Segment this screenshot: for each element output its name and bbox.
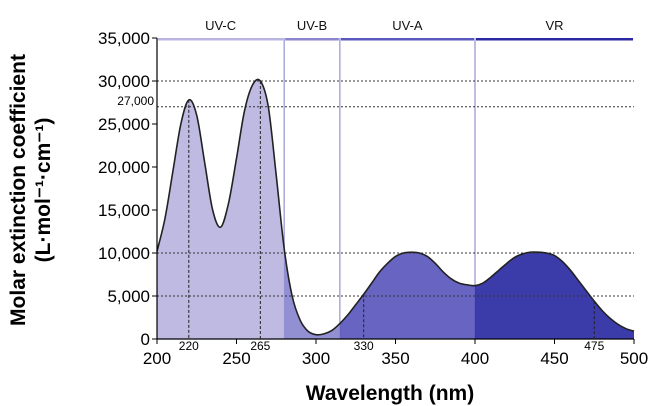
- y-axis-title-line2: (L·mol⁻¹·cm⁻¹): [32, 118, 55, 263]
- band-topbar-vr: [476, 38, 633, 41]
- y-tick-label: 20,000: [98, 158, 150, 177]
- band-label-uv-c: UV-C: [205, 18, 236, 33]
- x-axis-ticks: 200 250 300 350 400 450 500: [143, 339, 648, 368]
- x-tick-label: 300: [302, 349, 330, 368]
- x-tick-label: 250: [222, 349, 250, 368]
- y-tick-label: 0: [141, 330, 150, 349]
- band-topbar-uv-b: [285, 38, 339, 41]
- area-uv-c: [157, 79, 285, 340]
- y-tick-label: 5,000: [107, 287, 150, 306]
- annotation-label-220: 220: [179, 339, 199, 353]
- band-label-uv-b: UV-B: [297, 18, 327, 33]
- annotation-label-y: 27,000: [117, 94, 154, 108]
- y-tick-label: 35,000: [98, 29, 150, 48]
- annotation-label-265: 265: [250, 339, 270, 353]
- band-label-uv-a: UV-A: [392, 18, 423, 33]
- band-topbar-uv-c: [158, 38, 284, 41]
- band-label-vr: VR: [545, 18, 563, 33]
- band-topbar-uv-a: [340, 38, 474, 41]
- y-tick-label: 25,000: [98, 115, 150, 134]
- y-axis-ticks: 0 5,000 10,000 15,000 20,000 25,000 30,000 35,0…: [98, 29, 157, 349]
- reference-dotted-lines: [157, 80, 634, 297]
- x-tick-label: 350: [381, 349, 409, 368]
- annotations: 220 265 330 475 27,000: [117, 81, 605, 353]
- area-uv-a: [339, 252, 475, 339]
- band-bg-uv-b: [284, 38, 340, 339]
- annotation-label-330: 330: [354, 339, 374, 353]
- y-axis-title-line1: Molar extinction coefficient: [7, 54, 30, 326]
- annotation-label-475: 475: [584, 339, 604, 353]
- x-tick-label: 400: [461, 349, 489, 368]
- x-tick-label: 450: [540, 349, 568, 368]
- x-tick-label: 500: [620, 349, 648, 368]
- x-tick-label: 200: [143, 349, 171, 368]
- absorbance-curve: [156, 78, 635, 336]
- band-labels: UV-C UV-B UV-A VR: [205, 18, 563, 33]
- y-tick-label: 30,000: [98, 72, 150, 91]
- y-tick-label: 10,000: [98, 244, 150, 263]
- y-tick-label: 15,000: [98, 201, 150, 220]
- x-axis-title: Wavelength (nm): [306, 382, 474, 405]
